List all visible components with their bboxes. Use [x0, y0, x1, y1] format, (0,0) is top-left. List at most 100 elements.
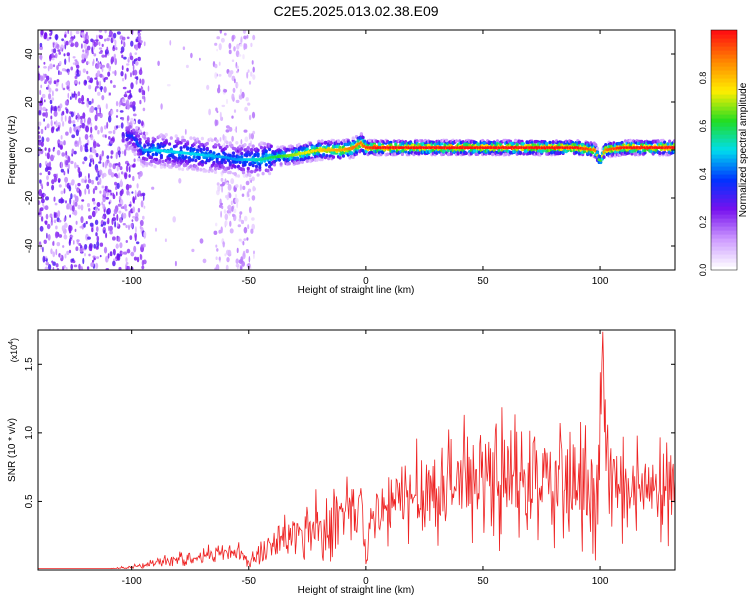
heatmap-cell — [38, 241, 42, 246]
heatmap-cell — [242, 252, 246, 260]
heatmap-cell — [46, 181, 50, 187]
x-tick-label: -50 — [242, 576, 257, 587]
heatmap-cell — [268, 164, 272, 169]
heatmap-cell — [231, 154, 236, 158]
heatmap-cell — [50, 248, 53, 255]
heatmap-cell — [93, 243, 96, 249]
heatmap-cell — [130, 117, 134, 122]
heatmap-cell — [551, 140, 555, 144]
heatmap-cell — [223, 160, 227, 164]
y-tick-label: -40 — [24, 238, 35, 253]
heatmap-cell — [48, 80, 52, 85]
heatmap-cell — [83, 156, 88, 162]
heatmap-cell — [51, 179, 55, 185]
heatmap-cell — [164, 238, 167, 242]
heatmap-cell — [65, 182, 67, 188]
heatmap-cell — [93, 257, 96, 261]
heatmap-cell — [235, 160, 239, 164]
heatmap-cell — [136, 134, 141, 138]
heatmap-cell — [128, 265, 131, 270]
heatmap-cell — [63, 40, 66, 45]
heatmap-cell — [42, 106, 47, 112]
heatmap-cell — [49, 33, 52, 36]
heatmap-cell — [46, 137, 50, 143]
heatmap-cell — [46, 258, 48, 263]
heatmap-cell — [482, 141, 486, 145]
heatmap-cell — [141, 89, 145, 96]
heatmap-cell — [112, 84, 116, 88]
x-tick-label: 100 — [592, 576, 609, 587]
heatmap-cell — [63, 234, 68, 240]
heatmap-cell — [82, 161, 85, 165]
heatmap-cell — [116, 165, 119, 172]
heatmap-cell — [64, 253, 67, 259]
heatmap-cell — [240, 139, 243, 145]
heatmap-cell — [420, 139, 424, 143]
heatmap-cell — [231, 115, 234, 119]
heatmap-cell — [101, 43, 104, 48]
heatmap-cell — [259, 145, 263, 150]
heatmap-cell — [182, 138, 186, 143]
heatmap-cell — [88, 84, 92, 90]
heatmap-cell — [548, 140, 552, 145]
x-tick-label: -100 — [122, 276, 142, 287]
colorbar-tick-label: 0.8 — [698, 72, 708, 85]
heatmap-cell — [141, 265, 145, 270]
heatmap-cell — [239, 184, 242, 191]
heatmap-cell — [136, 157, 141, 162]
heatmap-cell — [45, 262, 50, 266]
heatmap-cell — [121, 138, 125, 143]
heatmap-cell — [58, 234, 63, 238]
heatmap-cell — [84, 188, 87, 195]
heatmap-cell — [97, 104, 101, 110]
heatmap-cell — [133, 245, 137, 253]
heatmap-cell — [121, 150, 124, 155]
heatmap-cell — [658, 151, 662, 155]
colorbar-step — [711, 250, 737, 255]
heatmap-cell — [135, 61, 139, 66]
heatmap-cell — [107, 71, 111, 77]
heatmap-cell — [52, 90, 54, 97]
colorbar-step — [711, 174, 737, 179]
heatmap-cell — [128, 191, 131, 196]
heatmap-cell — [67, 155, 71, 163]
heatmap-cell — [472, 149, 477, 153]
heatmap-cell — [95, 41, 99, 46]
colorbar-step — [711, 138, 737, 143]
heatmap-cell — [110, 192, 113, 196]
heatmap-cell — [241, 193, 245, 197]
heatmap-cell — [131, 191, 134, 194]
heatmap-cell — [121, 36, 126, 41]
heatmap-cell — [351, 136, 355, 140]
heatmap-cell — [40, 128, 44, 135]
heatmap-cell — [240, 151, 244, 156]
heatmap-cell — [128, 204, 132, 207]
heatmap-cell — [92, 58, 95, 65]
heatmap-cell — [248, 255, 251, 263]
heatmap-cell — [104, 30, 107, 34]
heatmap-cell — [79, 248, 84, 253]
heatmap-cell — [545, 141, 549, 146]
heatmap-cell — [117, 150, 121, 156]
heatmap-cell — [250, 147, 254, 152]
heatmap-cell — [52, 42, 55, 48]
heatmap-cell — [206, 84, 210, 90]
heatmap-cell — [113, 258, 117, 261]
heatmap-cell — [131, 219, 134, 223]
heatmap-cell — [216, 248, 219, 252]
heatmap-cell — [195, 148, 200, 153]
heatmap-cell — [58, 184, 62, 188]
heatmap-cell — [113, 32, 117, 39]
heatmap-cell — [213, 170, 218, 174]
heatmap-cell — [236, 247, 239, 254]
heatmap-cell — [51, 184, 55, 191]
colorbar-gradient — [711, 30, 737, 271]
colorbar-step — [711, 46, 737, 51]
heatmap-cell — [113, 53, 117, 60]
heatmap-cell — [224, 213, 229, 221]
heatmap-cell — [61, 83, 64, 89]
heatmap-cell — [112, 37, 115, 42]
heatmap-cell — [279, 162, 283, 166]
heatmap-cell — [151, 143, 155, 148]
heatmap-cell — [242, 30, 247, 34]
